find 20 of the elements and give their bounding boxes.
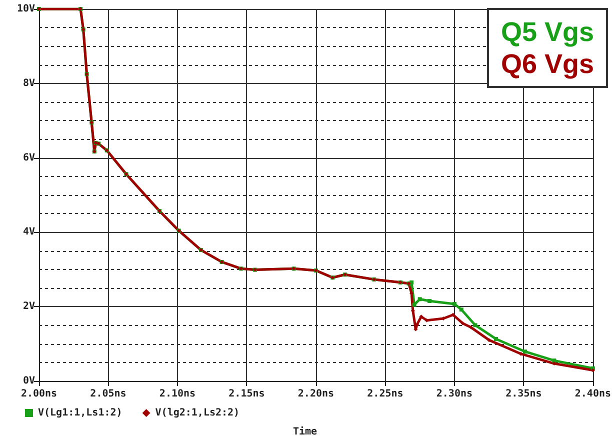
x-tick-label: 2.25ns <box>367 388 404 400</box>
x-tick-label: 2.10ns <box>159 388 196 400</box>
y-tick-label: 6V <box>22 152 35 164</box>
x-tick-label: 2.15ns <box>228 388 265 400</box>
y-tick-label: 8V <box>22 78 35 89</box>
x-axis-title: Time <box>292 426 318 437</box>
legend-label: V(Lg1:1,Ls1:2) <box>38 408 122 418</box>
y-tick-label: 4V <box>22 226 35 238</box>
legend-label: V(lg2:1,Ls2:2) <box>155 408 240 418</box>
x-tick-label: 2.35ns <box>506 388 542 400</box>
x-tick-label: 2.05ns <box>90 388 126 400</box>
annotation: Q5 Vgs <box>500 16 594 48</box>
x-tick-label: 2.30ns <box>436 388 473 400</box>
x-tick-label: 2.00ns <box>20 388 58 400</box>
y-tick-label: 0V <box>22 376 35 386</box>
x-tick-label: 2.20ns <box>298 388 334 400</box>
annotation: Q6 Vgs <box>500 48 594 80</box>
y-tick-label: 2V <box>22 301 35 312</box>
y-tick-label: 10V <box>16 4 35 14</box>
x-tick-label: 2.40ns <box>574 388 611 400</box>
